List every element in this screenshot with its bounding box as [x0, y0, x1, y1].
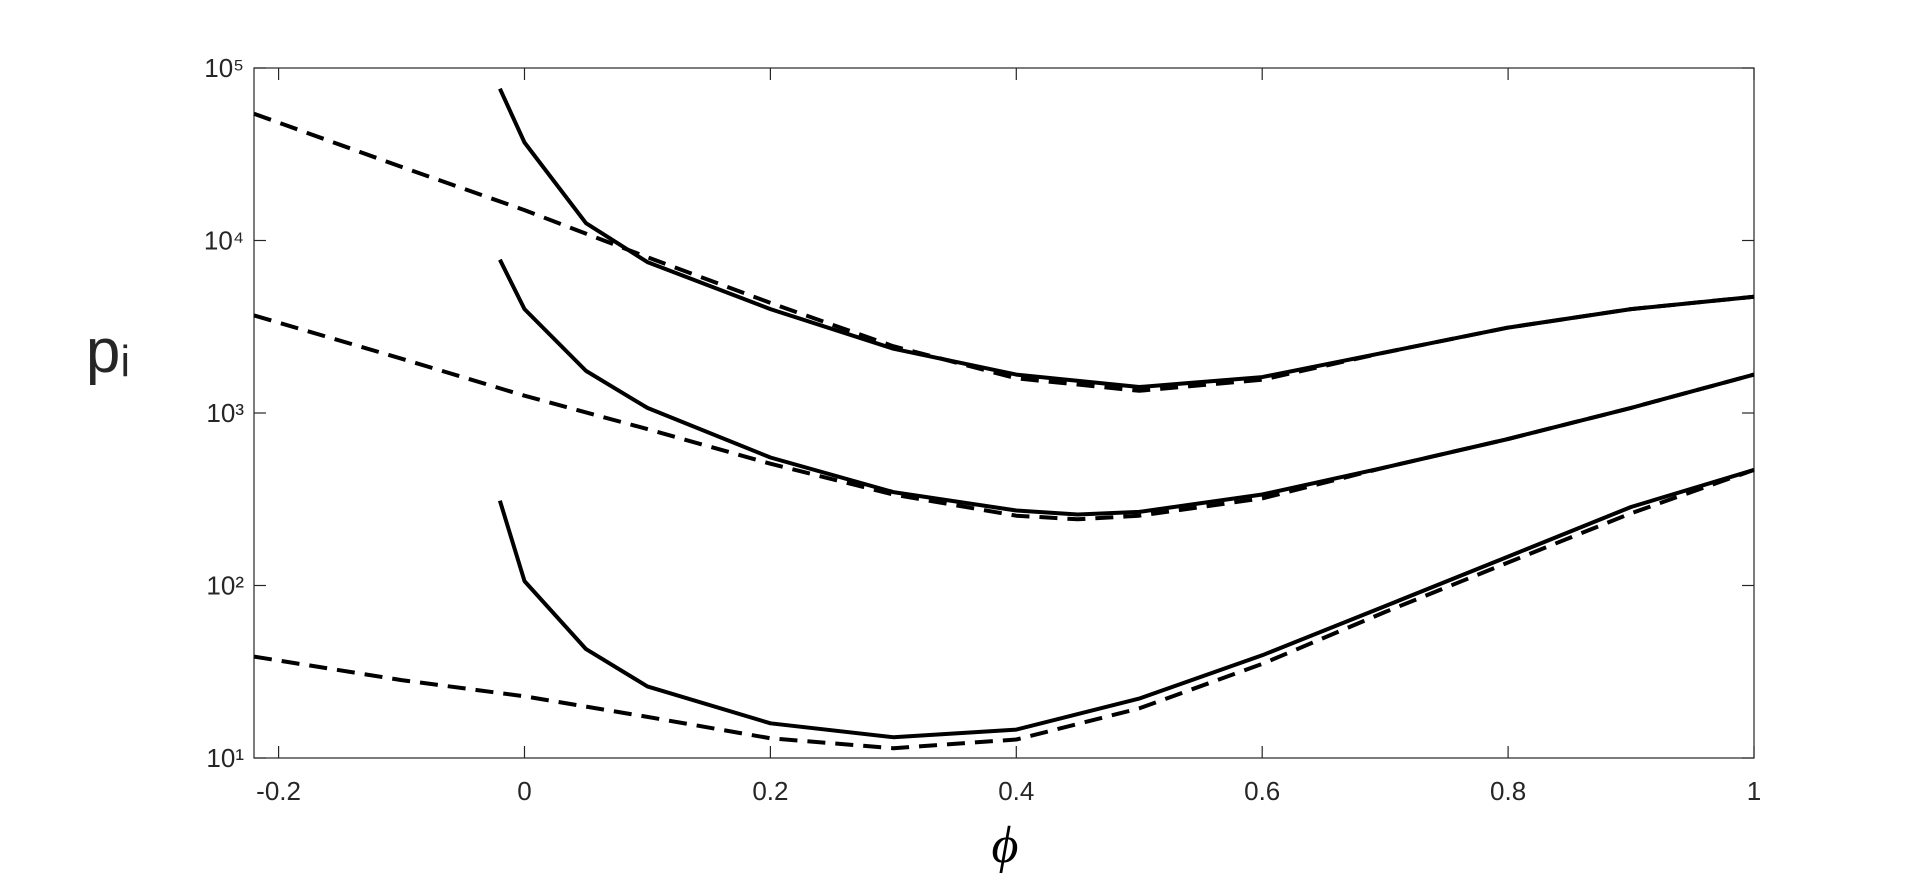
x-tick-label: 0.2 [752, 776, 788, 806]
x-tick-label: 0.6 [1244, 776, 1280, 806]
x-tick-label: 0.4 [998, 776, 1034, 806]
y-tick-label: 10¹ [206, 743, 244, 773]
x-tick-label: 0.8 [1490, 776, 1526, 806]
series-line [253, 468, 1755, 751]
y-axis-label: pᵢ [86, 317, 130, 386]
y-tick-label: 10⁴ [204, 226, 244, 256]
x-tick-label: 1 [1747, 776, 1761, 806]
series-line [253, 111, 1755, 393]
series-line [497, 467, 1755, 740]
x-axis-label: ϕ [992, 817, 1019, 874]
y-tick-label: 10³ [206, 398, 244, 428]
y-tick-label: 10² [206, 571, 244, 601]
y-tick-label: 10⁵ [204, 53, 244, 83]
series-line [253, 313, 1755, 522]
x-tick-label: 0 [517, 776, 531, 806]
x-tick-label: -0.2 [256, 776, 301, 806]
